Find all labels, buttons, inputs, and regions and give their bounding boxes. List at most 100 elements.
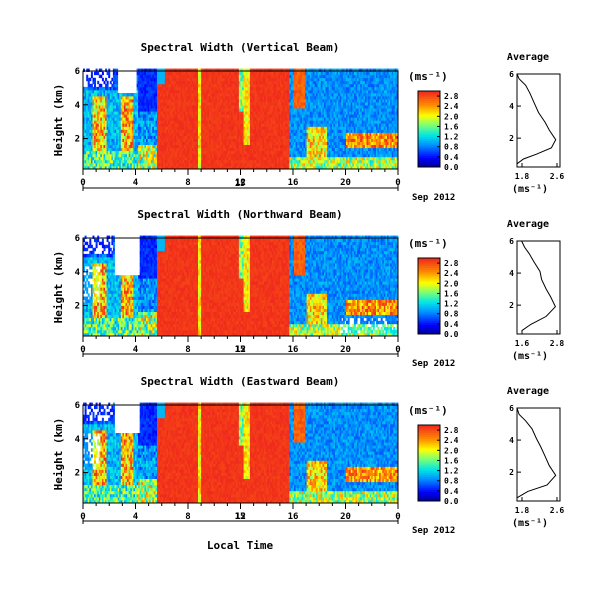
heatmap-cell	[294, 150, 296, 155]
heatmap-cell	[238, 132, 241, 136]
heatmap-cell	[97, 153, 100, 158]
heatmap-cell	[111, 114, 114, 118]
heatmap-cell	[84, 129, 87, 133]
heatmap-cell	[125, 123, 128, 127]
heatmap-cell	[84, 93, 87, 97]
heatmap-cell	[97, 144, 100, 149]
heatmap-cell	[294, 105, 296, 109]
heatmap-cell	[232, 80, 235, 85]
heatmap-cell	[108, 86, 111, 91]
heatmap-cell	[289, 89, 292, 94]
heatmap-cell	[309, 153, 312, 158]
heatmap-cell	[229, 89, 232, 94]
heatmap-cell	[212, 156, 215, 161]
heatmap-cell	[201, 144, 204, 149]
heatmap-cell	[232, 120, 235, 124]
heatmap-cell	[183, 96, 186, 100]
heatmap-cell	[152, 89, 155, 94]
heatmap-cell	[114, 102, 117, 106]
heatmap-cell	[188, 77, 191, 82]
heatmap-cell	[279, 132, 282, 136]
heatmap-cell	[179, 71, 182, 76]
heatmap-cell	[158, 80, 161, 85]
heatmap-cell	[174, 99, 177, 103]
heatmap-cell	[205, 99, 208, 103]
heatmap-cell	[300, 99, 303, 103]
heatmap-cell	[232, 93, 235, 97]
heatmap-cell	[292, 162, 295, 167]
heatmap-cell	[298, 105, 301, 109]
heatmap-cell	[261, 89, 263, 94]
heatmap-cell	[317, 68, 320, 72]
heatmap-cell	[111, 144, 114, 149]
heatmap-cell	[94, 86, 96, 91]
heatmap-cell	[171, 108, 174, 112]
heatmap-cell	[95, 96, 98, 100]
heatmap-cell	[232, 159, 235, 164]
heatmap-cell	[84, 111, 87, 115]
heatmap-cell	[264, 80, 267, 85]
heatmap-cell	[130, 123, 133, 127]
heatmap-cell	[194, 147, 197, 152]
heatmap-cell	[160, 74, 163, 79]
heatmap-cell	[202, 83, 205, 88]
heatmap-cell	[284, 150, 287, 155]
heatmap-cell	[305, 114, 308, 118]
heatmap-cell	[303, 150, 306, 155]
heatmap-cell	[278, 166, 281, 170]
heatmap-cell	[108, 99, 111, 103]
heatmap-cell	[295, 159, 298, 164]
heatmap-cell	[158, 138, 161, 142]
heatmap-cell	[213, 71, 216, 76]
heatmap-cell	[183, 141, 186, 145]
heatmap-cell	[150, 120, 153, 124]
heatmap-cell	[191, 117, 194, 121]
heatmap-cell	[171, 120, 174, 124]
heatmap-cell	[141, 135, 144, 139]
heatmap-cell	[232, 153, 235, 158]
heatmap-cell	[320, 141, 323, 145]
heatmap-cell	[185, 80, 188, 85]
heatmap-cell	[210, 147, 213, 152]
heatmap-cell	[194, 132, 197, 136]
heatmap-cell	[270, 156, 273, 161]
heatmap-cell	[289, 162, 292, 167]
heatmap-cell	[314, 108, 317, 112]
heatmap-cell	[221, 129, 224, 133]
heatmap-cell	[253, 114, 256, 118]
heatmap-cell	[183, 159, 186, 164]
heatmap-cell	[190, 135, 193, 139]
heatmap-cell	[283, 114, 285, 118]
heatmap-cell	[319, 144, 322, 149]
heatmap-cell	[146, 150, 148, 155]
heatmap-cell	[210, 126, 213, 130]
heatmap-cell	[317, 162, 320, 167]
heatmap-cell	[122, 147, 125, 152]
heatmap-cell	[267, 120, 270, 124]
heatmap-cell	[234, 77, 237, 82]
heatmap-cell	[182, 129, 185, 133]
heatmap-cell	[235, 96, 238, 100]
heatmap-cell	[157, 129, 159, 133]
heatmap-cell	[256, 141, 259, 145]
heatmap-cell	[264, 123, 267, 127]
heatmap-cell	[281, 68, 284, 72]
heatmap-cell	[317, 89, 320, 94]
heatmap-cell	[125, 105, 128, 109]
heatmap-cell	[198, 86, 200, 91]
heatmap-cell	[267, 114, 270, 118]
heatmap-cell	[116, 144, 119, 149]
heatmap-cell	[229, 144, 232, 149]
heatmap-cell	[305, 150, 308, 155]
heatmap-cell	[297, 83, 300, 88]
heatmap-cell	[308, 96, 311, 100]
heatmap-cell	[251, 114, 254, 118]
heatmap-cell	[218, 74, 221, 79]
heatmap-cell	[141, 105, 144, 109]
heatmap-cell	[147, 123, 150, 127]
heatmap-cell	[135, 162, 137, 167]
heatmap-cell	[248, 77, 251, 82]
heatmap-cell	[265, 114, 268, 118]
heatmap-cell	[161, 96, 164, 100]
heatmap-cell	[142, 132, 145, 136]
